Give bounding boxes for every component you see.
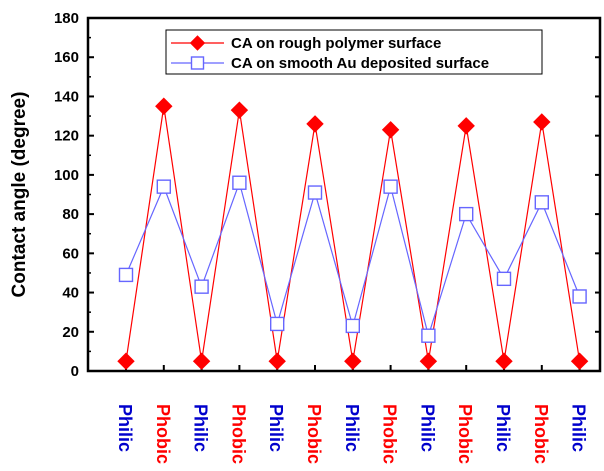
category-label: Philic [493,404,513,452]
data-point-rough [457,117,475,135]
data-point-smooth [307,185,323,200]
category-label: Phobic [228,404,248,464]
y-tick-label: 140 [54,88,79,105]
y-tick-label: 20 [62,324,79,341]
series-layer [117,97,589,370]
y-tick-label: 120 [54,128,79,145]
data-point-rough [495,352,513,370]
category-label: Philic [417,404,437,452]
legend-box [165,29,543,75]
y-tick-label: 180 [54,10,79,27]
y-tick-label: 0 [71,363,79,380]
legend-label: CA on rough polymer surface [231,35,441,52]
legend: CA on rough polymer surface CA on smooth … [165,29,543,75]
data-point-rough [155,97,173,115]
category-label: Philic [191,404,211,452]
y-tick-label: 160 [54,49,79,66]
data-point-smooth [421,328,436,343]
data-point-rough [344,352,362,370]
category-label: Philic [569,404,589,452]
legend-swatch-marker [190,56,205,70]
data-point-smooth [118,267,134,283]
data-point-smooth [496,271,512,287]
data-point-smooth [459,206,474,222]
data-point-rough [570,352,589,370]
y-tick-label: 40 [62,285,79,302]
y-tick-label: 60 [62,245,79,262]
legend-label: CA on smooth Au deposited surface [231,55,489,72]
category-label: Philic [115,404,135,452]
labels-layer: 0 20 40 60 80 100 120 140 160 180 Contact angle (d… [9,10,589,464]
data-point-smooth [534,195,549,210]
data-point-smooth [156,179,172,194]
data-point-rough [192,352,211,370]
data-point-rough [117,352,135,370]
category-label: Phobic [531,404,551,464]
data-point-smooth [232,175,247,190]
category-label: Phobic [304,404,324,464]
data-point-rough [306,115,324,133]
legend-swatch-marker [189,35,206,51]
category-label: Phobic [153,404,173,464]
y-tick-label: 100 [54,167,79,184]
y-axis-title: Contact angle (degree) [9,92,30,298]
data-point-rough [268,352,286,370]
category-label: Philic [342,404,362,452]
data-point-smooth [572,289,587,304]
data-point-smooth [383,179,398,194]
data-point-smooth [345,318,360,334]
data-point-rough [419,352,438,370]
data-point-rough [381,121,400,139]
data-point-smooth [270,316,285,332]
data-point-smooth [194,279,209,294]
category-label: Philic [266,404,286,452]
category-label: Phobic [455,404,475,464]
data-point-rough [230,101,249,119]
data-point-rough [533,113,551,131]
y-tick-label: 80 [62,206,79,223]
category-label: Phobic [380,404,400,464]
